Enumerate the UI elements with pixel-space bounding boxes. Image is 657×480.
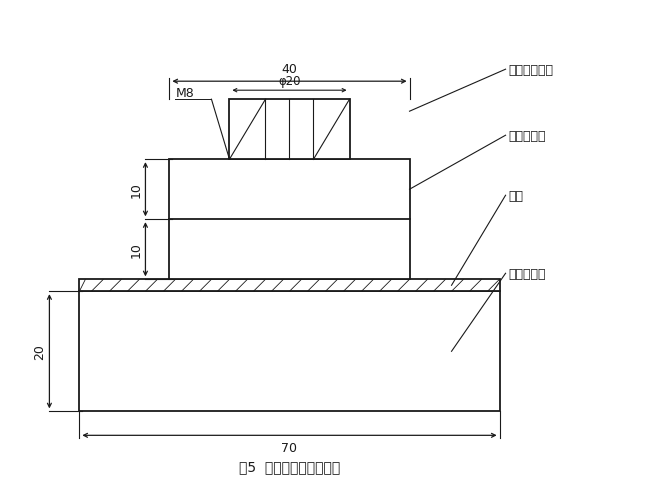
- Text: 40: 40: [282, 63, 298, 76]
- Bar: [170, 160, 409, 280]
- Text: 10: 10: [129, 242, 143, 258]
- Bar: [79, 292, 499, 411]
- Text: 水泥砂浆块: 水泥砂浆块: [509, 267, 546, 280]
- Text: 20: 20: [34, 344, 47, 360]
- Bar: [79, 280, 499, 292]
- Bar: [229, 100, 350, 160]
- Text: 图5  试件与上夹具粘结图: 图5 试件与上夹具粘结图: [239, 459, 340, 473]
- Text: M8: M8: [175, 87, 194, 100]
- Text: 涂料: 涂料: [509, 189, 524, 202]
- Text: 10: 10: [129, 182, 143, 198]
- Text: 70: 70: [281, 442, 298, 455]
- Text: φ20: φ20: [278, 75, 301, 88]
- Text: 拉伸用上夹具: 拉伸用上夹具: [509, 63, 554, 76]
- Text: 高强胶粘剂: 高强胶粘剂: [509, 130, 546, 143]
